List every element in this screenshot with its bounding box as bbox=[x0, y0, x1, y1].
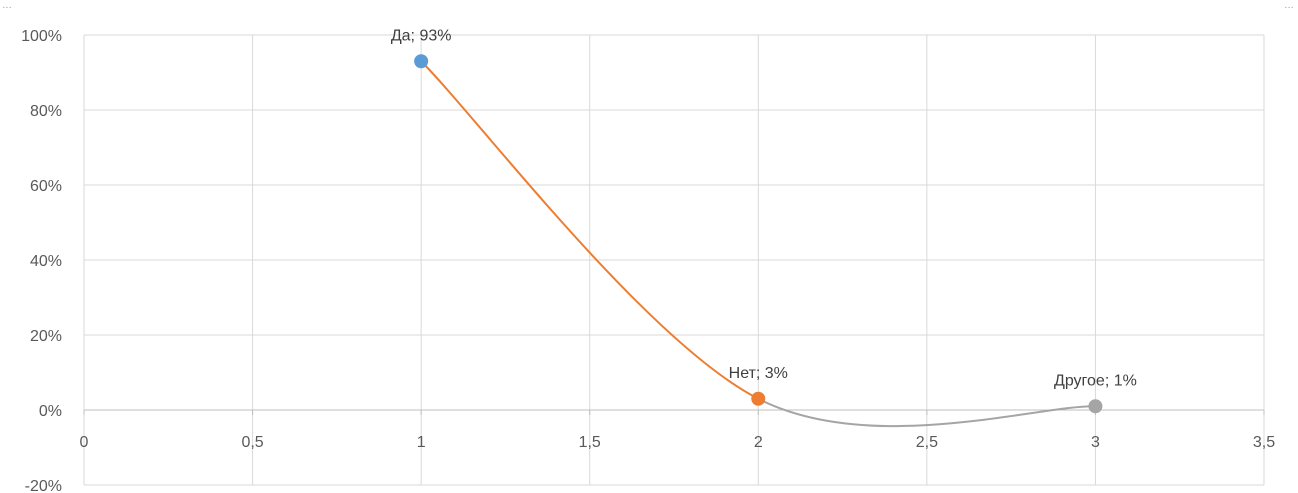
y-tick-label: -20% bbox=[25, 478, 62, 493]
resize-handle-right-icon: … bbox=[1284, 0, 1294, 11]
series-line-segment bbox=[757, 397, 1096, 428]
data-label: Другое; 1% bbox=[1054, 372, 1137, 389]
x-tick-label: 0,5 bbox=[241, 434, 263, 451]
x-tick-label: 1,5 bbox=[579, 434, 601, 451]
y-axis-ticks: -20% 0% 20% 40% 60% 80% 100% bbox=[21, 28, 62, 493]
data-label: Да; 93% bbox=[391, 27, 452, 44]
data-labels: Да; 93% Нет; 3% Другое; 1% bbox=[391, 27, 1137, 389]
gridlines bbox=[83, 34, 1265, 486]
y-tick-label: 20% bbox=[30, 328, 62, 345]
data-point bbox=[1088, 399, 1103, 414]
x-tick-label: 0 bbox=[80, 434, 89, 451]
data-point bbox=[751, 391, 766, 406]
x-tick-label: 1 bbox=[417, 434, 426, 451]
series-line-segment bbox=[420, 60, 759, 400]
x-tick-label: 2 bbox=[754, 434, 763, 451]
x-axis-ticks: 0 0,5 1 1,5 2 2,5 3 3,5 bbox=[80, 434, 1276, 451]
y-tick-label: 40% bbox=[30, 253, 62, 270]
x-tick-label: 3 bbox=[1091, 434, 1100, 451]
data-point bbox=[414, 54, 429, 69]
y-tick-label: 80% bbox=[30, 103, 62, 120]
y-tick-label: 100% bbox=[21, 28, 62, 45]
x-tick-label: 3,5 bbox=[1253, 434, 1275, 451]
y-tick-label: 0% bbox=[39, 403, 62, 420]
resize-handle-left-icon: … bbox=[2, 0, 12, 11]
y-tick-label: 60% bbox=[30, 178, 62, 195]
data-label: Нет; 3% bbox=[729, 365, 788, 382]
x-tick-label: 2,5 bbox=[916, 434, 938, 451]
series-lines bbox=[420, 60, 1096, 428]
data-points bbox=[414, 54, 1103, 414]
